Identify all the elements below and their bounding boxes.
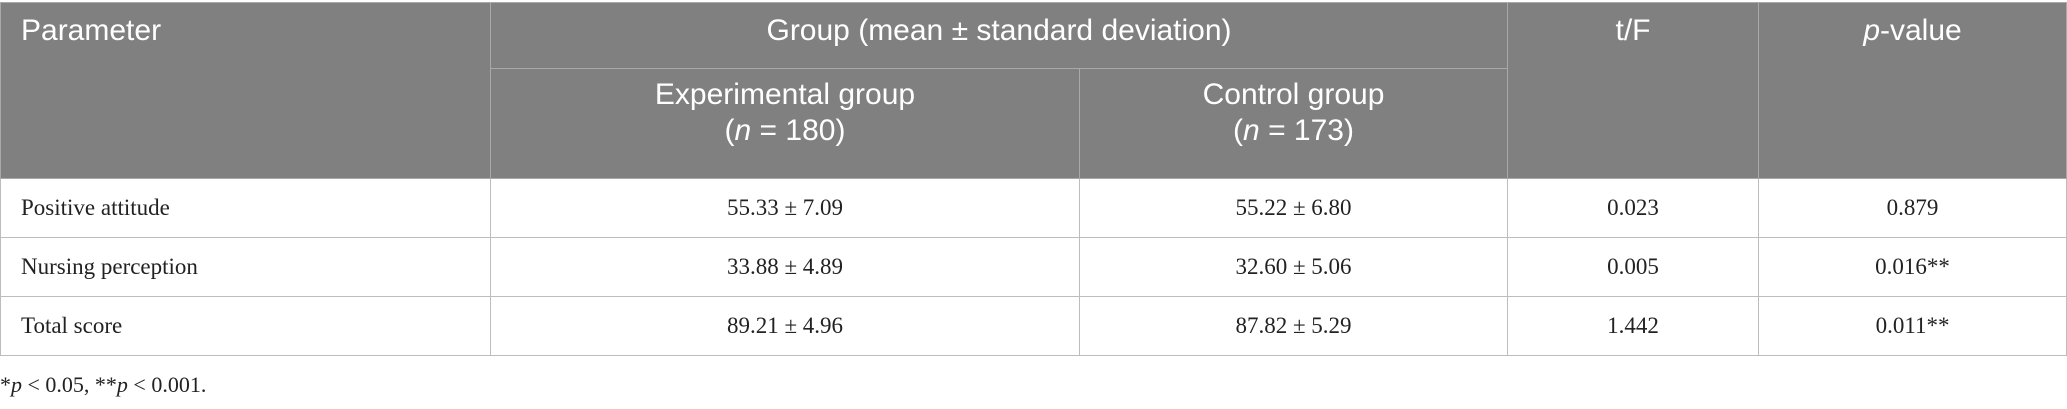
text-run: Control group — [1202, 78, 1385, 111]
table-cell: 0.005 — [1507, 237, 1760, 297]
footnote: *p < 0.05, **p < 0.001. — [0, 372, 206, 398]
text-run: * — [0, 372, 11, 397]
text-run: = 173) — [1259, 114, 1354, 147]
text-run: Parameter — [21, 14, 162, 47]
cell-line: Parameter — [21, 13, 489, 49]
text-run: < 0.05, ** — [22, 372, 117, 397]
cell-line: Group (mean ± standard deviation) — [491, 13, 1507, 49]
table-cell: 55.22 ± 6.80 — [1078, 178, 1509, 238]
table-row: Nursing perception 33.88 ± 4.89 32.60 ± 5.… — [0, 237, 2067, 297]
table-cell: 33.88 ± 4.89 — [490, 237, 1080, 297]
header-cell: Parameter — [0, 2, 491, 179]
text-run: = 180) — [751, 114, 846, 147]
table-cell: Positive attitude — [0, 178, 491, 238]
table-cell: 0.011** — [1758, 296, 2067, 356]
table-cell: 0.023 — [1507, 178, 1760, 238]
italic-run: p — [116, 372, 128, 397]
table-body: Positive attitude 55.33 ± 7.09 55.22 ± 6.8… — [0, 178, 2067, 356]
table-cell: 89.21 ± 4.96 — [490, 296, 1080, 356]
header-cell: Experimental group (n = 180) — [490, 68, 1080, 179]
table-cell: 0.879 — [1758, 178, 2067, 238]
header-cell: Group (mean ± standard deviation) — [489, 2, 1509, 69]
table-cell: Total score — [0, 296, 491, 356]
italic-run: p — [11, 372, 22, 397]
table-row: Total score 89.21 ± 4.96 87.82 ± 5.29 1.442… — [0, 296, 2067, 356]
text-run: ( — [1233, 114, 1244, 147]
italic-run: p — [1863, 14, 1880, 47]
cell-line: p-value — [1760, 13, 2065, 49]
table-cell: 1.442 — [1507, 296, 1760, 356]
cell-line: Control group — [1081, 77, 1506, 113]
cell-line: (n = 173) — [1081, 113, 1506, 149]
cell-line: (n = 180) — [492, 113, 1078, 149]
table-cell: 0.016** — [1758, 237, 2067, 297]
italic-run: n — [734, 114, 752, 147]
text-run: -value — [1880, 14, 1962, 47]
text-run: ( — [724, 114, 735, 147]
table-cell: Nursing perception — [0, 237, 491, 297]
data-table: Parameter Group (mean ± standard deviati… — [0, 2, 2067, 356]
header-cell: t/F — [1507, 2, 1760, 179]
text-run: t/F — [1615, 14, 1651, 47]
cell-line: Experimental group — [492, 77, 1078, 113]
italic-run: n — [1243, 114, 1260, 147]
text-run: < 0.001. — [127, 372, 207, 397]
header-cell: Control group (n = 173) — [1078, 68, 1509, 179]
header-cell: p-value — [1758, 2, 2067, 179]
table-cell: 87.82 ± 5.29 — [1078, 296, 1509, 356]
cell-line: t/F — [1509, 13, 1757, 49]
text-run: Experimental group — [654, 78, 916, 111]
text-run: Group (mean ± standard deviation) — [766, 14, 1232, 47]
table-row: Positive attitude 55.33 ± 7.09 55.22 ± 6.8… — [0, 178, 2067, 238]
table-cell: 32.60 ± 5.06 — [1078, 237, 1509, 297]
table-cell: 55.33 ± 7.09 — [490, 178, 1080, 238]
